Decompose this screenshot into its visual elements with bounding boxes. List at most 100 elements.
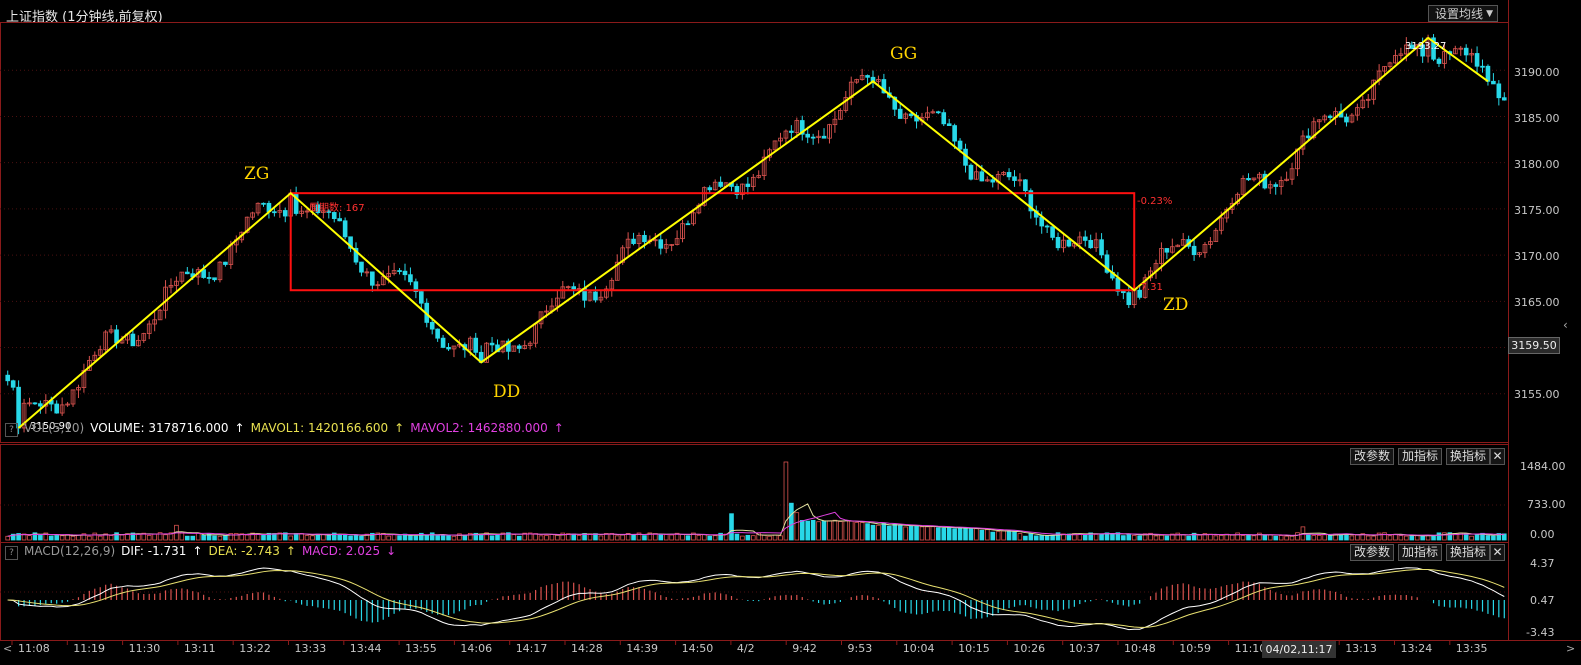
candle xyxy=(1104,254,1110,273)
candle xyxy=(789,130,794,133)
volume-bar xyxy=(1148,532,1153,541)
candle xyxy=(1229,202,1235,210)
candle xyxy=(593,291,598,301)
candle xyxy=(1137,289,1142,298)
candle xyxy=(1001,172,1006,175)
macd-add-indicator-button[interactable]: 加指标 xyxy=(1398,544,1443,561)
volume-bar xyxy=(1404,535,1409,541)
candle xyxy=(1436,58,1442,64)
candle xyxy=(1452,48,1458,55)
macd-switch-indicator-button[interactable]: 换指标 xyxy=(1446,544,1491,561)
chevron-left-icon[interactable]: ‹ xyxy=(1563,318,1568,332)
volume-bar xyxy=(859,522,865,541)
volume-bar xyxy=(304,535,310,541)
candle xyxy=(1480,65,1485,68)
macd-edit-params-button[interactable]: 改参数 xyxy=(1350,544,1395,561)
candle xyxy=(506,340,511,352)
vol-add-indicator-button[interactable]: 加指标 xyxy=(1398,448,1443,465)
candle xyxy=(244,216,250,233)
volume-bar xyxy=(185,535,190,541)
close-icon[interactable]: ✕ xyxy=(1490,544,1505,561)
candle xyxy=(620,247,625,263)
candle xyxy=(1458,47,1464,50)
vol-edit-params-button[interactable]: 改参数 xyxy=(1350,448,1395,465)
volume-bar xyxy=(1278,535,1284,541)
volume-bar xyxy=(391,534,397,541)
ma-settings-button[interactable]: 设置均线 ▼ xyxy=(1428,5,1498,22)
volume-bar xyxy=(5,535,11,541)
volume-bar xyxy=(446,535,451,541)
volume-bar xyxy=(1006,530,1012,541)
volume-bar xyxy=(974,528,979,541)
volume-bar xyxy=(331,532,337,541)
candle xyxy=(359,261,364,273)
candle xyxy=(484,342,489,363)
volume-bar xyxy=(478,533,484,541)
box-bar-count: 周期数: 167 xyxy=(309,203,365,214)
candle xyxy=(544,310,549,313)
candle xyxy=(337,218,342,222)
candle xyxy=(881,79,887,94)
volume-bar xyxy=(560,532,566,541)
volume-bar xyxy=(1365,535,1371,541)
vol-switch-indicator-button[interactable]: 换指标 xyxy=(1446,448,1491,465)
volume-bar xyxy=(500,532,506,541)
volume-bar xyxy=(1218,534,1224,541)
candle xyxy=(1409,44,1415,49)
volume-bar xyxy=(1327,534,1333,541)
candle xyxy=(321,210,326,214)
dea-value: DEA: -2.743 xyxy=(208,544,280,558)
volume-bar xyxy=(1442,532,1447,541)
candle xyxy=(1398,53,1404,56)
volume-bar xyxy=(239,533,245,541)
candle xyxy=(65,403,70,406)
vol-axis-tick: 0.00 xyxy=(1530,528,1555,541)
candle xyxy=(1355,107,1360,116)
volume-bar xyxy=(549,534,555,541)
help-icon[interactable]: ? xyxy=(5,546,18,560)
candle xyxy=(261,202,266,205)
volume-bar xyxy=(663,533,669,541)
scroll-right-icon[interactable]: > xyxy=(1566,642,1576,655)
candle xyxy=(304,210,310,213)
grid xyxy=(0,0,1581,645)
volume-bar xyxy=(1001,530,1006,541)
scroll-left-icon[interactable]: < xyxy=(3,642,13,655)
candle xyxy=(38,403,43,407)
volume-bar xyxy=(359,535,364,541)
candle xyxy=(391,270,397,275)
candle xyxy=(1159,248,1164,264)
volume-bar xyxy=(1469,535,1474,541)
candle xyxy=(70,389,76,405)
volume-bar xyxy=(1159,534,1164,541)
volume-bar xyxy=(598,535,604,541)
time-tick: 13:24 xyxy=(1400,642,1433,655)
time-tick: 11:10 xyxy=(1234,642,1267,655)
macd-axis-tick: -3.43 xyxy=(1526,626,1555,639)
candle xyxy=(473,337,479,353)
time-tick: 9:53 xyxy=(847,642,873,655)
volume-bar xyxy=(1110,533,1115,541)
candle xyxy=(685,223,691,226)
volume-bar xyxy=(990,531,996,541)
volume-bar xyxy=(250,532,255,541)
candle xyxy=(348,236,353,249)
close-icon[interactable]: ✕ xyxy=(1490,448,1505,465)
candle xyxy=(1208,241,1213,245)
price-tick: 3175.00 xyxy=(1514,204,1560,217)
time-tick: 14:06 xyxy=(460,642,493,655)
volume-bar xyxy=(832,519,838,541)
time-tick: 13:35 xyxy=(1455,642,1488,655)
macd-arrow: ↓ xyxy=(386,544,397,558)
volume-arrow: ↑ xyxy=(234,421,245,435)
time-tick: 14:28 xyxy=(571,642,603,655)
candle xyxy=(1371,79,1376,100)
volume-bar xyxy=(963,528,968,541)
volume-bar xyxy=(152,533,157,541)
help-icon[interactable]: ? xyxy=(5,423,18,437)
candle xyxy=(342,220,348,238)
candle xyxy=(1344,116,1349,123)
candle xyxy=(946,123,952,126)
candle xyxy=(413,281,419,292)
